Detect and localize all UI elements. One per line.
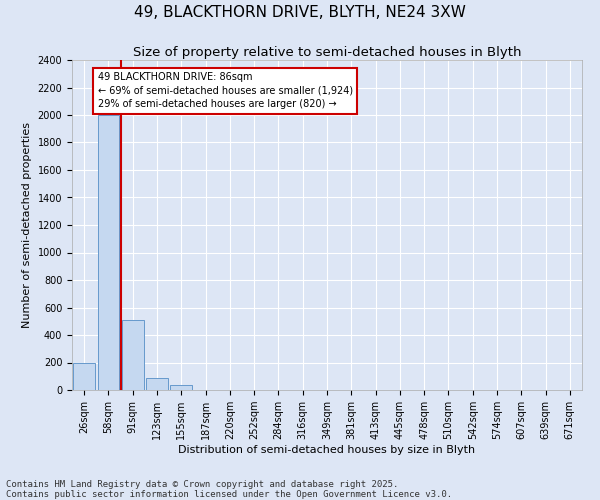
Text: 49 BLACKTHORN DRIVE: 86sqm
← 69% of semi-detached houses are smaller (1,924)
29%: 49 BLACKTHORN DRIVE: 86sqm ← 69% of semi… [97,72,353,109]
Bar [97,115,119,390]
Y-axis label: Number of semi-detached properties: Number of semi-detached properties [22,122,32,328]
Text: 49, BLACKTHORN DRIVE, BLYTH, NE24 3XW: 49, BLACKTHORN DRIVE, BLYTH, NE24 3XW [134,5,466,20]
X-axis label: Distribution of semi-detached houses by size in Blyth: Distribution of semi-detached houses by … [178,445,476,455]
Bar [122,320,143,390]
Bar [170,385,192,390]
Bar [146,378,168,390]
Title: Size of property relative to semi-detached houses in Blyth: Size of property relative to semi-detach… [133,46,521,59]
Text: Contains HM Land Registry data © Crown copyright and database right 2025.
Contai: Contains HM Land Registry data © Crown c… [6,480,452,499]
Bar [73,362,95,390]
